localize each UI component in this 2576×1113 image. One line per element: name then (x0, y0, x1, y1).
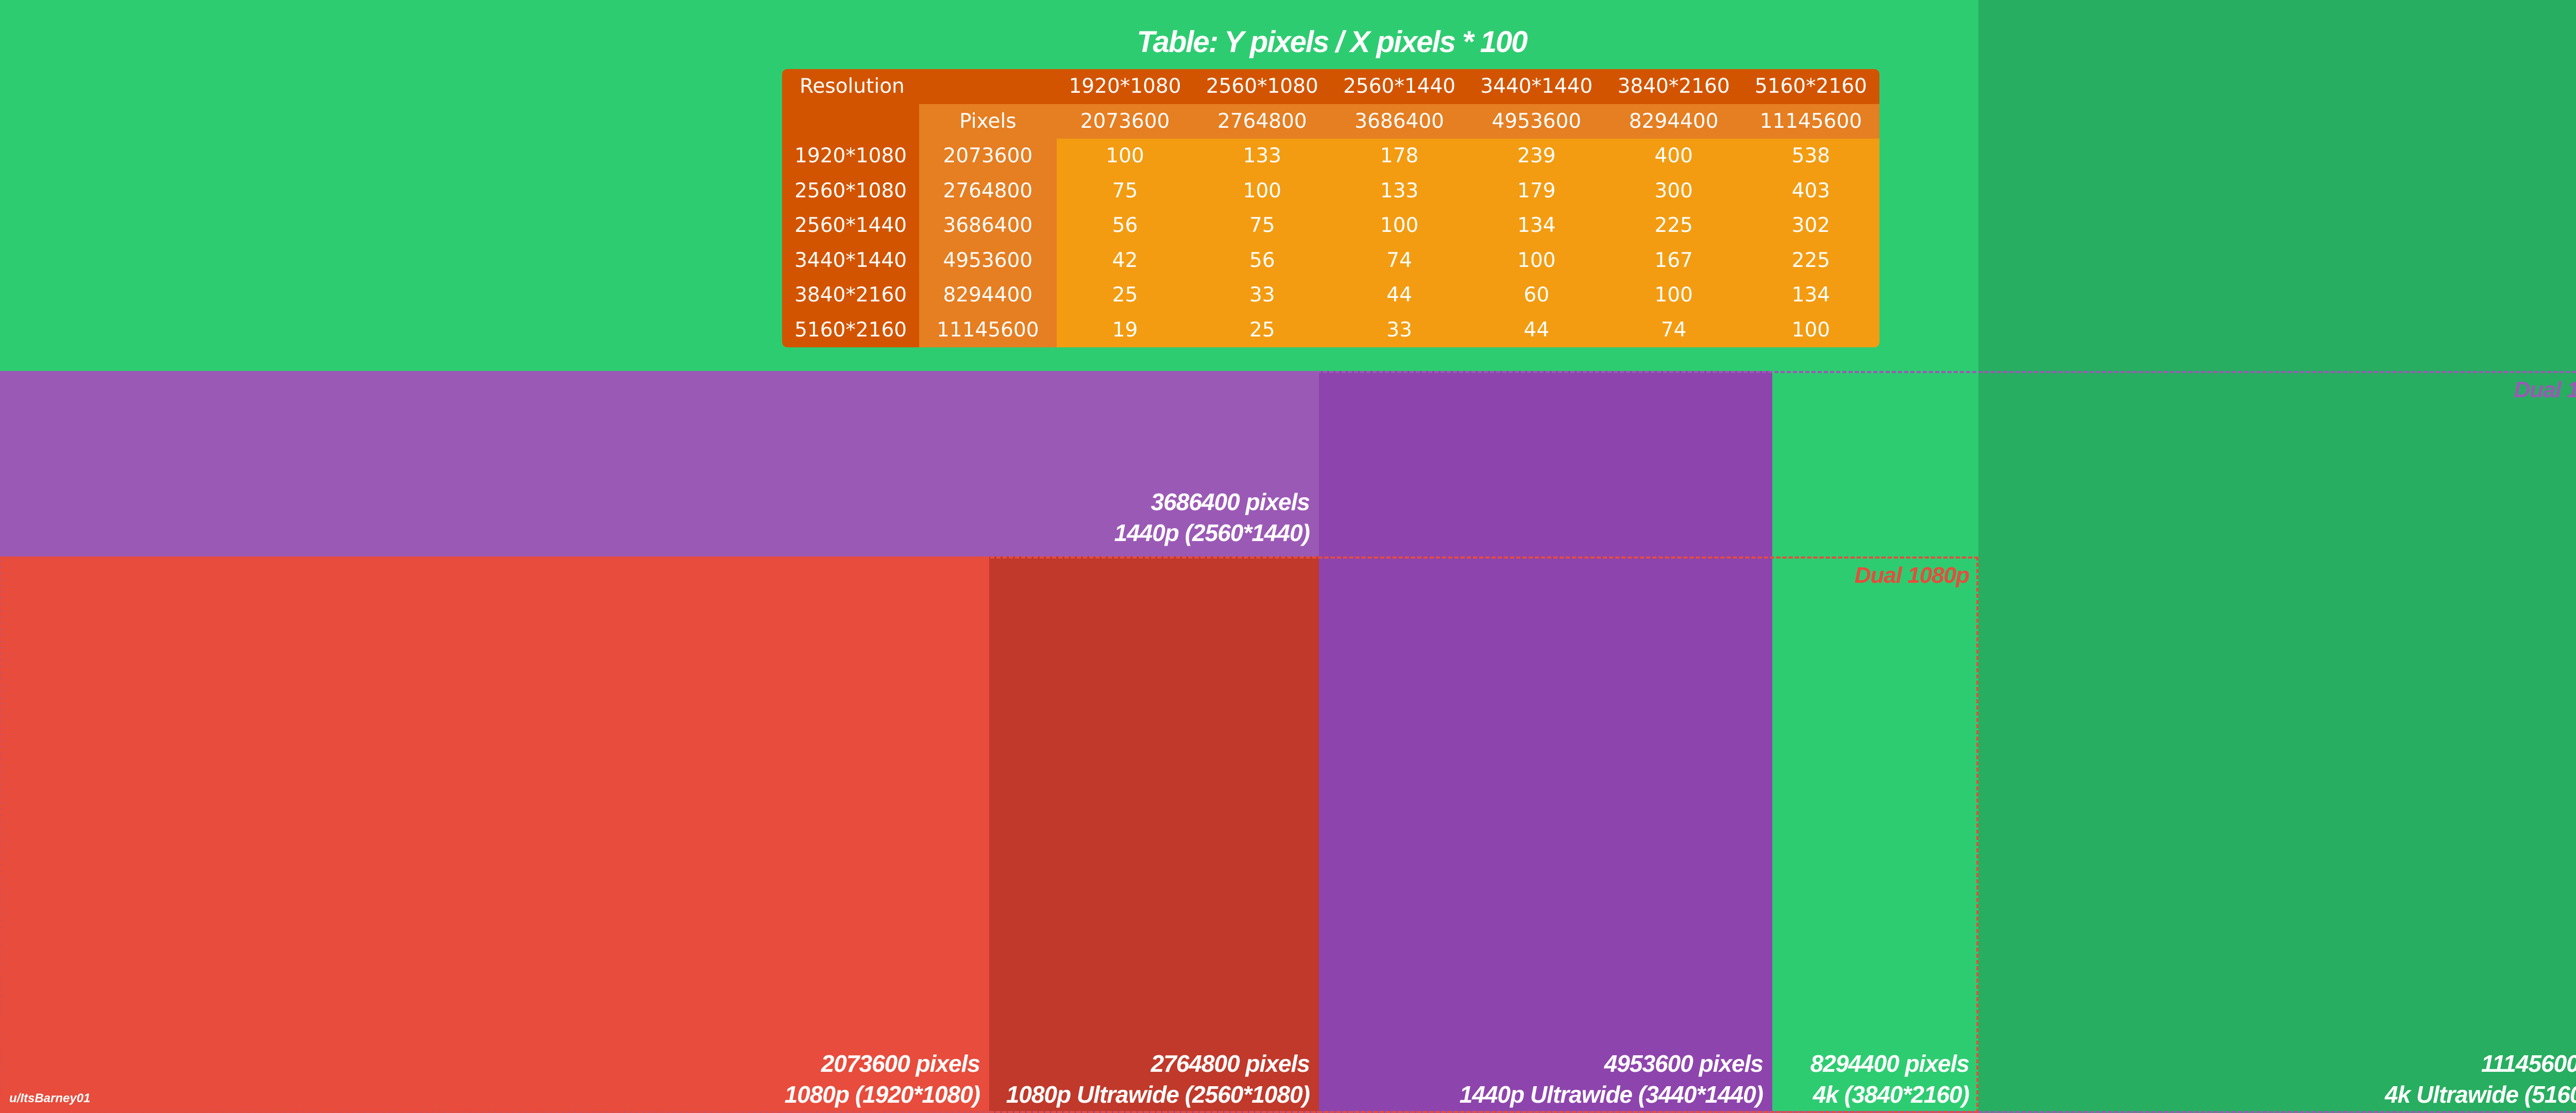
ratio-cell: 225 (1791, 248, 1831, 272)
resolution-name: 4k Ultrawide (5160*2160) (2385, 1081, 2576, 1108)
ratio-cell: 44 (1523, 318, 1550, 342)
pixel-count: 4953600 pixels (1604, 1050, 1764, 1077)
row-pixels: 2073600 (919, 139, 1057, 174)
ratio-cell: 179 (1517, 179, 1556, 203)
ratio-cell: 56 (1249, 248, 1275, 272)
ratio-cell: 134 (1791, 283, 1831, 307)
ratio-cell: 100 (1380, 214, 1419, 238)
row-pixels: 11145600 (919, 312, 1057, 347)
label-1080p-ultrawide: 2764800 pixels 1080p Ultrawide (2560*1080… (1006, 1048, 1310, 1110)
label-4k: 8294400 pixels 4k (3840*2160) (1810, 1048, 1970, 1110)
resolution-name: 1440p Ultrawide (3440*1440) (1459, 1081, 1764, 1108)
column-pixels: 3686400 (1331, 104, 1468, 139)
ratio-cell: 538 (1791, 144, 1831, 168)
row-label: 1920*1080 (782, 139, 920, 174)
ratio-cell: 75 (1112, 179, 1138, 203)
table-row: 2560*1080 2764800 75 100 133 179 300 403 (782, 173, 1879, 208)
ratio-cell: 60 (1523, 283, 1550, 307)
ratio-cell: 100 (1106, 144, 1144, 168)
ratio-cell: 75 (1249, 214, 1275, 238)
ratio-cell: 74 (1660, 318, 1687, 342)
rect-1080p (0, 556, 989, 1113)
row-pixels: 2764800 (919, 173, 1057, 208)
column-header: 5160*2160 (1742, 69, 1879, 104)
pixel-count: 2073600 pixels (821, 1050, 980, 1077)
label-1080p: 2073600 pixels 1080p (1920*1080) (785, 1048, 980, 1110)
row-label: 2560*1440 (782, 208, 920, 243)
label-dual-1080p: Dual 1080p (1854, 563, 1970, 588)
ratio-cell: 25 (1249, 318, 1275, 342)
ratio-cell: 225 (1654, 214, 1693, 238)
pixel-count: 2764800 pixels (1150, 1050, 1310, 1077)
ratio-cell: 100 (1654, 283, 1693, 307)
ratio-cell: 403 (1791, 179, 1831, 203)
ratio-cell: 300 (1654, 179, 1693, 203)
ratio-cell: 74 (1386, 248, 1412, 272)
row-label: 2560*1080 (782, 173, 920, 208)
credit-text: u/ItsBarney01 (9, 1091, 91, 1105)
ratio-cell: 25 (1112, 283, 1138, 307)
column-header: 1920*1080 (1056, 69, 1194, 104)
table-row: 1920*1080 2073600 100 133 178 239 400 538 (782, 139, 1879, 174)
ratio-cell: 100 (1517, 248, 1556, 272)
row-label: 3440*1440 (782, 243, 920, 278)
table-corner-label: Resolution (782, 69, 1057, 104)
column-header: 2560*1080 (1193, 69, 1331, 104)
column-pixels: 4953600 (1468, 104, 1605, 139)
table-row: 3440*1440 4953600 42 56 74 100 167 225 (782, 243, 1879, 278)
ratio-cell: 56 (1112, 214, 1138, 238)
pixel-count: 8294400 pixels (1810, 1050, 1970, 1077)
ratio-cell: 44 (1386, 283, 1412, 307)
row-pixels: 4953600 (919, 243, 1057, 278)
table-row: 5160*2160 11145600 19 25 33 44 74 100 (782, 312, 1879, 347)
ratio-cell: 100 (1243, 179, 1282, 203)
ratio-cell: 133 (1243, 144, 1282, 168)
ratio-cell: 400 (1654, 144, 1693, 168)
pixel-count: 3686400 pixels (1150, 488, 1310, 515)
ratio-cell: 100 (1791, 318, 1831, 342)
ratio-cell: 134 (1517, 214, 1556, 238)
pixels-label: Pixels (919, 104, 1057, 139)
label-1440p: 3686400 pixels 1440p (2560*1440) (1114, 486, 1310, 548)
ratio-cell: 33 (1249, 283, 1275, 307)
ratio-table: Resolution 1920*1080 2560*1080 2560*1440 344… (782, 69, 1879, 347)
row-label: 3840*2160 (782, 278, 920, 313)
row-pixels: 8294400 (919, 278, 1057, 313)
ratio-cell: 42 (1112, 248, 1138, 272)
column-header: 3440*1440 (1468, 69, 1605, 104)
column-pixels: 8294400 (1605, 104, 1742, 139)
pixel-count: 11145600 pixels (2481, 1050, 2576, 1077)
row-pixels: 3686400 (919, 208, 1057, 243)
resolution-name: 1080p (1920*1080) (784, 1081, 980, 1108)
table-row: 2560*1440 3686400 56 75 100 134 225 302 (782, 208, 1879, 243)
table-title: Table: Y pixels / X pixels * 100 (1137, 25, 1528, 59)
label-4k-ultrawide: 11145600 pixels 4k Ultrawide (5160*2160) (2385, 1048, 2576, 1110)
resolution-name: 1080p Ultrawide (2560*1080) (1006, 1081, 1310, 1108)
column-header: 2560*1440 (1331, 69, 1468, 104)
table-header-row: Resolution 1920*1080 2560*1080 2560*1440 344… (782, 69, 1879, 104)
column-pixels: 2073600 (1056, 104, 1194, 139)
column-header: 3840*2160 (1605, 69, 1742, 104)
ratio-cell: 178 (1380, 144, 1419, 168)
row-label: 5160*2160 (782, 312, 920, 347)
ratio-cell: 239 (1517, 144, 1556, 168)
ratio-cell: 302 (1791, 214, 1831, 238)
ratio-cell: 33 (1386, 318, 1412, 342)
ratio-cell: 133 (1380, 179, 1419, 203)
ratio-cell: 19 (1112, 318, 1138, 342)
column-pixels: 2764800 (1193, 104, 1331, 139)
table-blank-cell (782, 104, 920, 139)
resolution-name: 4k (3840*2160) (1812, 1081, 1970, 1108)
label-1440p-ultrawide: 4953600 pixels 1440p Ultrawide (3440*1440… (1459, 1048, 1764, 1110)
table-pixels-row: Pixels 2073600 2764800 3686400 4953600 829440… (782, 104, 1879, 139)
table-row: 3840*2160 8294400 25 33 44 60 100 134 (782, 278, 1879, 313)
ratio-cell: 167 (1654, 248, 1693, 272)
column-pixels: 11145600 (1742, 104, 1879, 139)
resolution-name: 1440p (2560*1440) (1114, 519, 1310, 546)
label-dual-1440p: Dual 1440p (2514, 377, 2576, 402)
